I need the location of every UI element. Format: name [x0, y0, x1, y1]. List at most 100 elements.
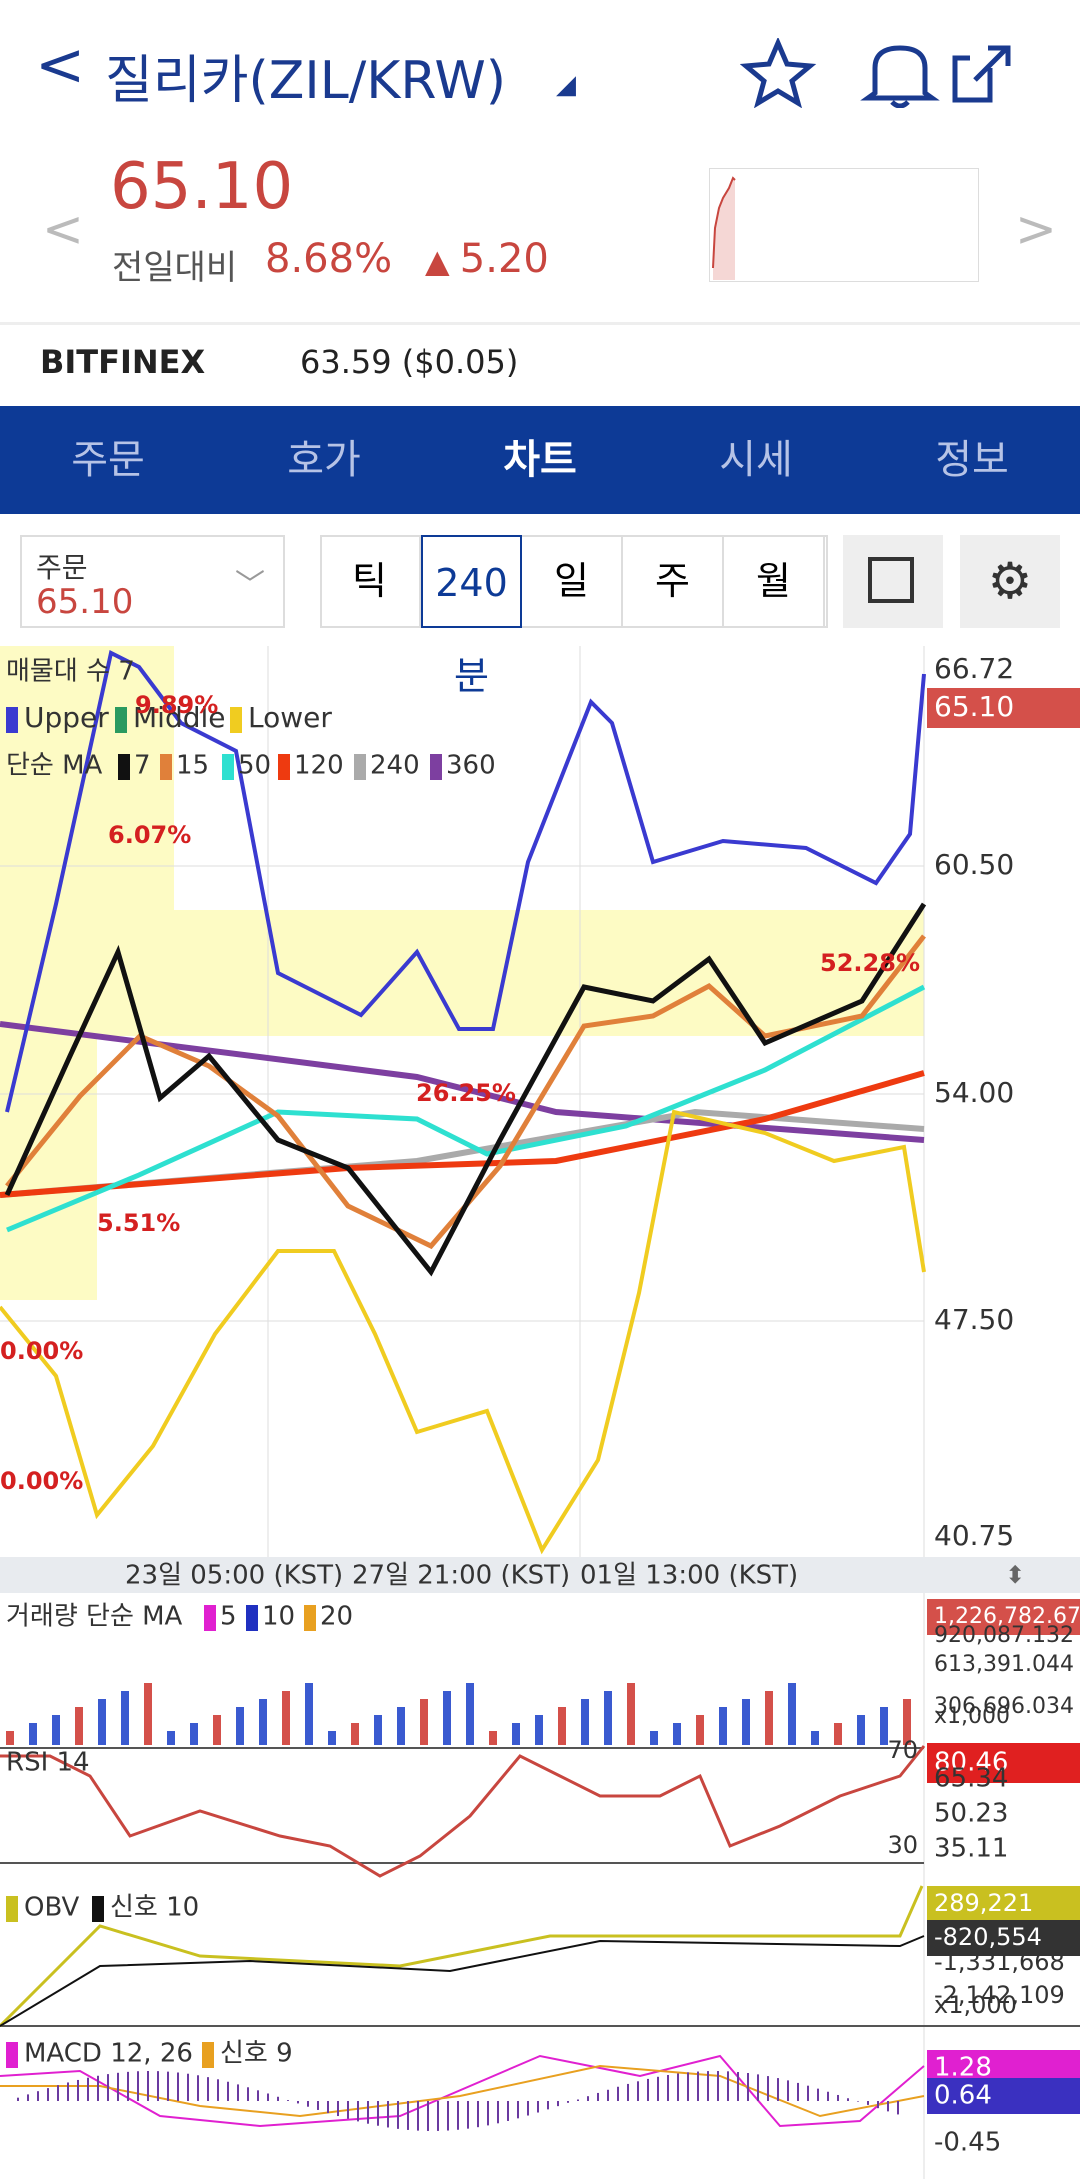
ma-legend: 360 [446, 751, 496, 781]
settings-button[interactable]: ⚙ [960, 535, 1060, 628]
ma-legend: 240 [370, 751, 420, 781]
period-button[interactable]: 틱 [320, 535, 421, 628]
order-value: 65.10 [36, 582, 134, 622]
legend-swatch [230, 707, 242, 733]
volume-bar [98, 1699, 106, 1745]
volume-bar [190, 1723, 198, 1745]
volume-bar [650, 1731, 658, 1745]
volume-bar [811, 1731, 819, 1745]
volume-bar [75, 1707, 83, 1745]
obv-y-label: -820,554 [934, 1923, 1042, 1951]
volume-bar [834, 1723, 842, 1745]
period-button[interactable]: 일 [522, 535, 623, 628]
title[interactable]: 질리카(ZIL/KRW) [105, 51, 507, 111]
annotation: 0.00% [0, 1467, 83, 1495]
tab[interactable]: 차트 [503, 437, 577, 483]
order-label: 주문 [36, 551, 88, 584]
current-price-bg [927, 688, 1080, 728]
volume-bar [443, 1691, 451, 1745]
rsi-level: 30 [887, 1831, 918, 1859]
chart: 매물대 수 7 Upper Middle Lower 단순 MA 7 15 50 120 240 3… [0, 646, 1080, 2179]
y-label: 60.50 [934, 848, 1014, 881]
obv-signal: 신호 10 [110, 1893, 199, 1923]
rsi-y-label: 65.34 [934, 1764, 1008, 1794]
y-label: 54.00 [934, 1076, 1014, 1109]
legend-swatch [354, 754, 366, 780]
order-dropdown[interactable]: ﹀ [235, 568, 265, 603]
header-icons [740, 38, 1011, 108]
volume-bar [558, 1707, 566, 1745]
volume-bar [742, 1699, 750, 1745]
y-label: 65.10 [934, 690, 1014, 723]
rsi-current-bg [927, 1743, 1080, 1783]
volume-y-label: 613,391.044 [934, 1652, 1074, 1677]
legend-swatch [304, 1605, 316, 1631]
volume-bar [903, 1699, 911, 1745]
volume-bar [351, 1723, 359, 1745]
exchange-price: 63.59 ($0.05) [300, 343, 519, 381]
back-button[interactable]: < [35, 30, 86, 100]
legend-swatch [160, 754, 172, 780]
macd-y-label: 1.28 [934, 2053, 992, 2083]
legend-swatch [202, 2042, 214, 2068]
annotation: 52.28% [820, 949, 920, 977]
obv-y-label: -1,331,668 [934, 1948, 1065, 1976]
divider [0, 322, 1080, 325]
macd-y-label: 0.64 [934, 2081, 992, 2111]
share[interactable] [952, 45, 1011, 103]
volume-bar [627, 1683, 635, 1745]
volume-bar [420, 1699, 428, 1745]
legend-swatch [246, 1605, 258, 1631]
tab[interactable]: 호가 [287, 437, 361, 483]
ma-legend: 50 [238, 751, 271, 781]
period-button[interactable]: 월 [724, 535, 825, 628]
rsi-label: RSI 14 [6, 1748, 90, 1778]
volume-bar [259, 1699, 267, 1745]
volume-bar [144, 1683, 152, 1745]
legend-swatch [204, 1605, 216, 1631]
prev[interactable]: < [42, 200, 84, 258]
obv-current-bg [927, 1920, 1080, 1956]
period-button[interactable]: 240분 [421, 535, 522, 698]
tab[interactable]: 주문 [71, 437, 145, 483]
volume-bar [328, 1731, 336, 1745]
obv-y-label: -2,142,109 [934, 1981, 1065, 2009]
annotation: 0.00% [0, 1337, 83, 1365]
y-label: 40.75 [934, 1519, 1014, 1552]
period-button[interactable]: 주 [623, 535, 724, 628]
ma-legend: 120 [294, 751, 344, 781]
favorite[interactable] [740, 38, 817, 108]
change-abs-value: 5.20 [459, 236, 549, 282]
tab[interactable]: 시세 [719, 437, 793, 483]
volume-bar [719, 1707, 727, 1745]
y-label: 66.72 [934, 652, 1014, 685]
volume-ma-legend: 5 [220, 1602, 237, 1632]
legend-swatch [430, 754, 442, 780]
macd-current-bg [927, 2078, 1080, 2114]
tab-bar [0, 406, 1080, 514]
title-dropdown[interactable]: ◢ [556, 70, 576, 100]
volume-y-label: 920,087.132 [934, 1623, 1074, 1648]
obv-current-bg [927, 1886, 1080, 1922]
ma-legend: 15 [176, 751, 209, 781]
volume-y-label: x1,000 [934, 1704, 1010, 1729]
y-label: 47.50 [934, 1303, 1014, 1336]
volume-bar [880, 1707, 888, 1745]
volume-bar [604, 1691, 612, 1745]
next[interactable]: > [1015, 200, 1057, 258]
volume-bar [788, 1683, 796, 1745]
resize-handle[interactable]: ⬍ [1005, 1561, 1025, 1589]
tab[interactable]: 정보 [935, 437, 1009, 483]
rsi-y-label: 80.46 [934, 1748, 1008, 1778]
volume-bar [535, 1715, 543, 1745]
draw-button[interactable] [843, 535, 943, 628]
annotation: 6.07% [108, 821, 191, 849]
volume-bar [167, 1731, 175, 1745]
change-pct: 8.68% [265, 236, 393, 282]
volume-bar [397, 1707, 405, 1745]
alarm[interactable] [860, 45, 940, 108]
volume-current-bg [927, 1599, 1080, 1635]
order-box[interactable] [20, 535, 285, 628]
x-label: 01일 13:00 (KST) [580, 1561, 798, 1591]
